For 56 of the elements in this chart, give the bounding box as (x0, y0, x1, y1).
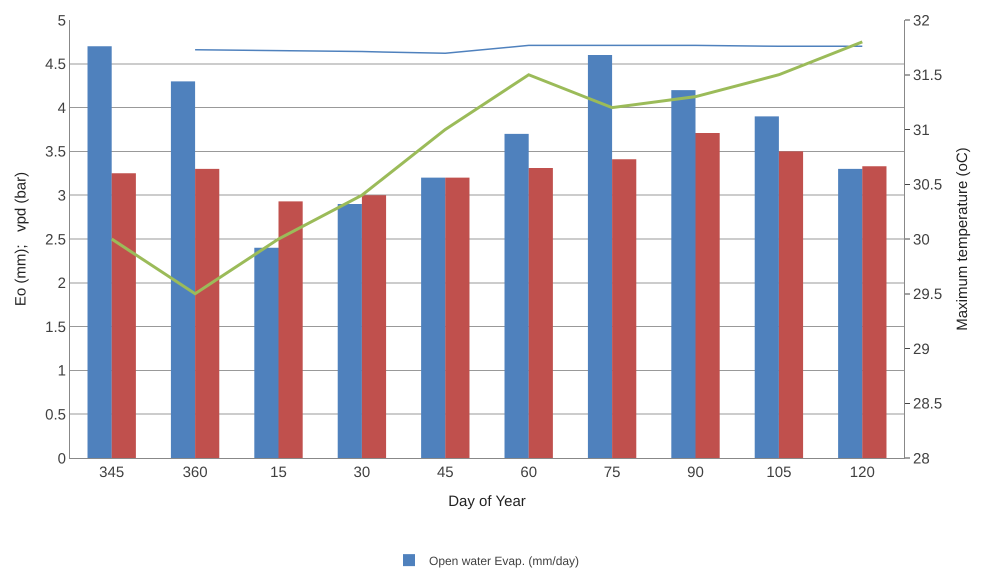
bar (421, 178, 446, 458)
bar (612, 159, 636, 458)
y-tick-label: 1.5 (45, 318, 66, 336)
y-tick-label: 4 (58, 100, 66, 117)
bar (838, 168, 862, 458)
y2-tick-label: 30.5 (913, 176, 942, 194)
bar (528, 168, 553, 458)
bar (278, 201, 303, 458)
bar (754, 116, 779, 458)
bar (588, 55, 612, 458)
y2-tick-label: 29.5 (913, 286, 942, 303)
bar (170, 81, 196, 458)
y-tick-label: 3.5 (45, 144, 66, 161)
y-tick-label: 1 (58, 362, 66, 380)
bar (504, 134, 529, 458)
line-series (194, 44, 864, 54)
y2-tick-label: 31.5 (913, 67, 942, 84)
y-tick-label: 0.5 (45, 406, 66, 424)
x-tick-label: 15 (270, 464, 287, 481)
bar (445, 178, 470, 458)
y-tick-label: 0 (58, 450, 66, 468)
bar (88, 46, 112, 458)
y-tick-label: 2 (58, 275, 66, 292)
x-tick-label: 90 (687, 464, 704, 481)
x-tick-label: 75 (604, 464, 620, 481)
x-tick-label: 360 (182, 464, 208, 481)
x-axis-title: Day of Year (448, 493, 526, 510)
bar (862, 166, 886, 458)
y2-tick-label: 28 (913, 450, 930, 468)
y-tick-label: 4.5 (45, 56, 66, 74)
x-tick-label: 60 (520, 464, 538, 481)
x-tick-label: 30 (354, 464, 370, 481)
y-tick-label: 5 (58, 12, 66, 30)
bar (338, 204, 362, 458)
y-tick-label: 3 (58, 187, 66, 204)
y2-axis-title: Maximum temperature (oC) (954, 147, 972, 331)
y2-tick-label: 28.5 (913, 396, 942, 412)
bar (778, 151, 804, 458)
x-tick-label: 345 (99, 464, 124, 481)
x-tick-label: 105 (766, 464, 792, 481)
line-series (110, 40, 864, 296)
y2-tick-label: 29 (913, 340, 930, 358)
bar (112, 173, 136, 458)
bar (195, 168, 220, 458)
bar (696, 133, 720, 458)
bar (671, 90, 696, 458)
y-axis-title: Eo (mm); vpd (bar) (12, 172, 30, 306)
y-tick-label: 2.5 (45, 231, 66, 248)
x-tick-label: 120 (850, 464, 875, 481)
bar (362, 195, 386, 458)
x-tick-label: 45 (436, 464, 454, 481)
legend-label: Open water Evap. (mm/day) (429, 554, 580, 568)
y2-tick-label: 31 (913, 122, 930, 139)
bar (254, 248, 278, 458)
y2-tick-label: 30 (913, 231, 930, 248)
y2-tick-label: 32 (913, 12, 930, 30)
